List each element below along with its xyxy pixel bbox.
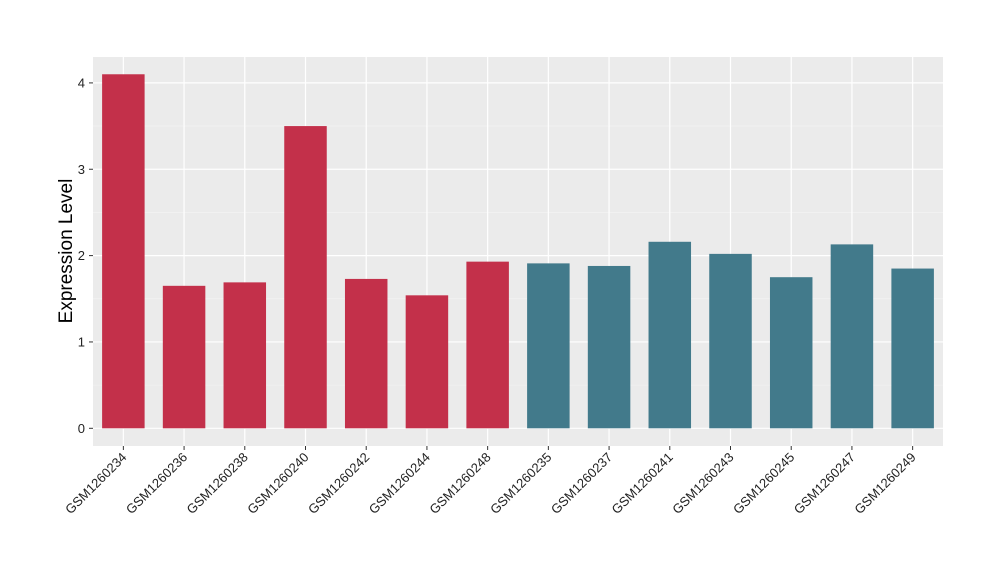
x-tick-label: GSM1260240 xyxy=(244,450,311,517)
x-tick-label: GSM1260237 xyxy=(548,450,615,517)
bar-GSM1260247 xyxy=(830,244,874,429)
x-tick-label: GSM1260244 xyxy=(366,450,433,517)
x-tick-label: GSM1260234 xyxy=(62,450,129,517)
x-tick-label: GSM1260243 xyxy=(669,450,736,517)
y-tick-label: 1 xyxy=(78,334,85,349)
y-tick-label: 0 xyxy=(78,421,85,436)
y-tick-label: 4 xyxy=(78,75,85,90)
x-tick-label: GSM1260247 xyxy=(791,450,858,517)
x-tick-label: GSM1260238 xyxy=(184,450,251,517)
bar-GSM1260244 xyxy=(405,295,449,429)
bar-GSM1260238 xyxy=(223,282,267,429)
x-tick-label: GSM1260241 xyxy=(609,450,676,517)
x-tick-label: GSM1260245 xyxy=(730,450,797,517)
bar-GSM1260236 xyxy=(162,285,206,429)
bar-GSM1260235 xyxy=(527,263,570,429)
bar-GSM1260240 xyxy=(284,126,327,429)
x-tick-label: GSM1260248 xyxy=(426,450,493,517)
bar-GSM1260237 xyxy=(587,265,631,429)
bar-GSM1260234 xyxy=(102,74,145,429)
bar-GSM1260249 xyxy=(891,268,934,429)
bar-GSM1260245 xyxy=(769,277,813,429)
x-tick-label: GSM1260235 xyxy=(487,450,554,517)
bar-GSM1260241 xyxy=(648,241,692,429)
y-tick-label: 3 xyxy=(78,162,85,177)
y-tick-label: 2 xyxy=(78,248,85,263)
x-tick-label: GSM1260249 xyxy=(851,450,918,517)
x-tick-label: GSM1260236 xyxy=(123,450,190,517)
bar-GSM1260242 xyxy=(344,278,388,429)
bar-GSM1260243 xyxy=(709,253,752,429)
x-tick-label: GSM1260242 xyxy=(305,450,372,517)
y-axis-label: Expression Level xyxy=(56,179,77,324)
bar-GSM1260248 xyxy=(466,261,509,429)
plot-panel xyxy=(93,57,943,446)
